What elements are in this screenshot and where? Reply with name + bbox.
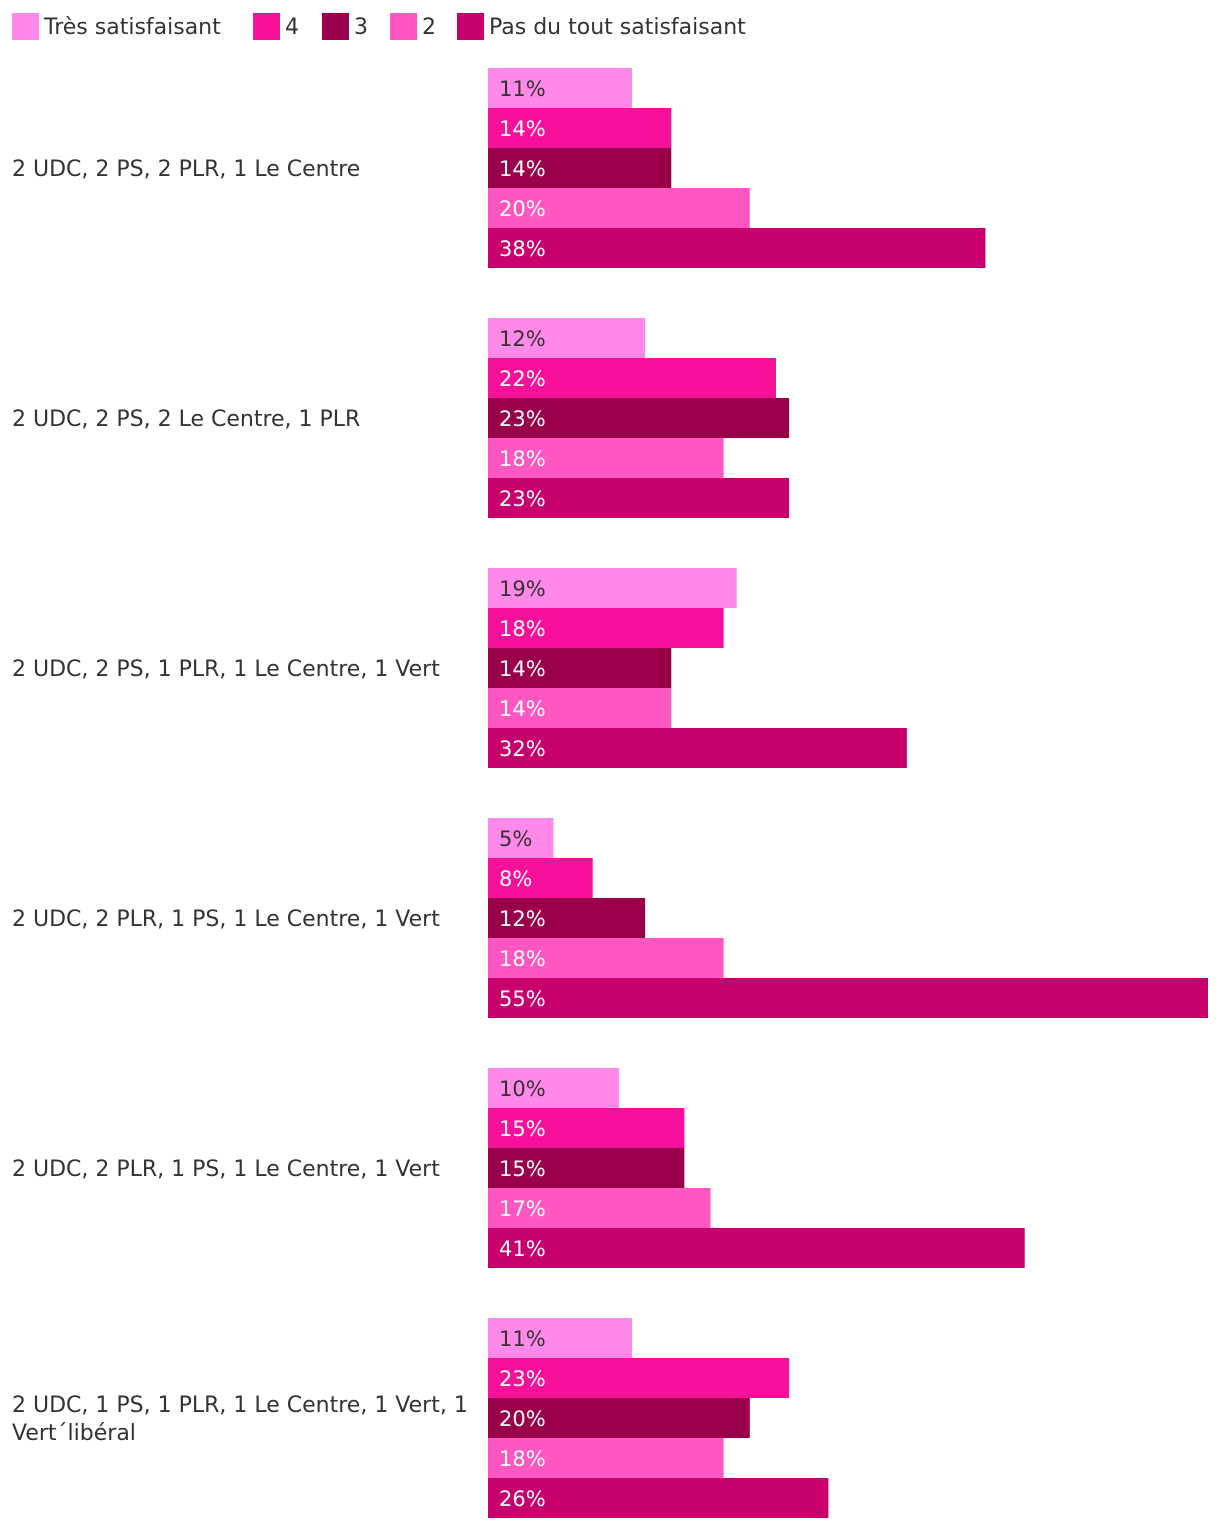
- bar: [488, 398, 790, 438]
- category-label-line: 2 UDC, 2 PS, 1 PLR, 1 Le Centre, 1 Vert: [12, 657, 440, 682]
- bar-group: 5% 8% 12% 18% 55%: [488, 818, 1208, 1018]
- bar-value-label: 11%: [499, 77, 546, 101]
- bar-value-label: 14%: [499, 157, 546, 181]
- category-label: 2 UDC, 2 PLR, 1 PS, 1 Le Centre, 1 Vert: [12, 907, 440, 932]
- category-label: 2 UDC, 2 PS, 2 PLR, 1 Le Centre: [12, 157, 360, 182]
- category-label-line: 2 UDC, 1 PS, 1 PLR, 1 Le Centre, 1 Vert,…: [12, 1393, 468, 1418]
- bar: [488, 438, 724, 478]
- legend: Très satisfaisant 4 3 2 Pas du tout satisfai…: [12, 13, 746, 40]
- bar: [488, 108, 672, 148]
- legend-swatch: [322, 13, 349, 40]
- bar-value-label: 18%: [499, 947, 546, 971]
- bar-value-label: 5%: [499, 827, 532, 851]
- bar-value-label: 10%: [499, 1077, 546, 1101]
- bar-value-label: 38%: [499, 237, 546, 261]
- bar: [488, 188, 750, 228]
- bar: [488, 1478, 829, 1518]
- bar-value-label: 17%: [499, 1197, 546, 1221]
- legend-swatch: [12, 13, 39, 40]
- bar: [488, 1108, 685, 1148]
- bar: [488, 478, 790, 518]
- bar-group: 19% 18% 14% 14% 32%: [488, 568, 907, 768]
- bar: [488, 1438, 724, 1478]
- bar: [488, 728, 907, 768]
- bar: [488, 1228, 1025, 1268]
- category-label: 2 UDC, 2 PS, 1 PLR, 1 Le Centre, 1 Vert: [12, 657, 440, 682]
- bar-value-label: 20%: [499, 197, 546, 221]
- legend-swatch: [390, 13, 417, 40]
- bar-value-label: 41%: [499, 1237, 546, 1261]
- bar-value-label: 23%: [499, 1367, 546, 1391]
- bar: [488, 938, 724, 978]
- bar-value-label: 12%: [499, 327, 546, 351]
- legend-swatch: [457, 13, 484, 40]
- category-label: 2 UDC, 2 PLR, 1 PS, 1 Le Centre, 1 Vert: [12, 1157, 440, 1182]
- legend-swatch: [253, 13, 280, 40]
- bar-value-label: 15%: [499, 1117, 546, 1141]
- bar-group: 11% 14% 14% 20% 38%: [488, 68, 986, 268]
- bar-value-label: 15%: [499, 1157, 546, 1181]
- bar-value-label: 14%: [499, 117, 546, 141]
- bar-value-label: 18%: [499, 1447, 546, 1471]
- legend-item[interactable]: 4: [253, 13, 299, 40]
- bar-value-label: 14%: [499, 697, 546, 721]
- bar-value-label: 19%: [499, 577, 546, 601]
- bar-value-label: 18%: [499, 617, 546, 641]
- bar: [488, 68, 632, 108]
- bar: [488, 1148, 685, 1188]
- legend-label: Très satisfaisant: [43, 15, 221, 40]
- bar: [488, 1188, 711, 1228]
- bar: [488, 818, 554, 858]
- bar-value-label: 12%: [499, 907, 546, 931]
- category-label-line: 2 UDC, 2 PS, 2 Le Centre, 1 PLR: [12, 407, 360, 432]
- bar-value-label: 55%: [499, 987, 546, 1011]
- bar-value-label: 26%: [499, 1487, 546, 1511]
- bar-value-label: 22%: [499, 367, 546, 391]
- category-label-line: 2 UDC, 2 PS, 2 PLR, 1 Le Centre: [12, 157, 360, 182]
- bar-value-label: 14%: [499, 657, 546, 681]
- bar: [488, 228, 986, 268]
- bar: [488, 1318, 632, 1358]
- legend-item[interactable]: 2: [390, 13, 436, 40]
- bar-group: 11% 23% 20% 18% 26%: [488, 1318, 829, 1518]
- legend-item[interactable]: Très satisfaisant: [12, 13, 221, 40]
- bar: [488, 1068, 619, 1108]
- bar: [488, 858, 593, 898]
- bar: [488, 148, 672, 188]
- legend-label: 3: [354, 15, 368, 40]
- legend-label: 4: [285, 15, 299, 40]
- bar: [488, 898, 646, 938]
- category-label-line: 2 UDC, 2 PLR, 1 PS, 1 Le Centre, 1 Vert: [12, 907, 440, 932]
- category-label-line: Vert´libéral: [12, 1421, 136, 1446]
- bar: [488, 1398, 750, 1438]
- bar-value-label: 18%: [499, 447, 546, 471]
- bar: [488, 648, 672, 688]
- category-label-line: 2 UDC, 2 PLR, 1 PS, 1 Le Centre, 1 Vert: [12, 1157, 440, 1182]
- legend-label: Pas du tout satisfaisant: [489, 15, 746, 40]
- legend-label: 2: [422, 15, 436, 40]
- bar-value-label: 8%: [499, 867, 532, 891]
- category-label: 2 UDC, 1 PS, 1 PLR, 1 Le Centre, 1 Vert,…: [12, 1393, 468, 1446]
- bars: 11%14%14%20%38%12%22%23%18%23%19%18%14%1…: [488, 68, 1208, 1518]
- bar: [488, 978, 1208, 1018]
- bar: [488, 358, 776, 398]
- bar-value-label: 11%: [499, 1327, 546, 1351]
- bar-group: 10% 15% 15% 17% 41%: [488, 1068, 1025, 1268]
- bar-value-label: 20%: [499, 1407, 546, 1431]
- bar-value-label: 32%: [499, 737, 546, 761]
- category-labels: 2 UDC, 2 PS, 2 PLR, 1 Le Centre 2 UDC, 2 …: [12, 157, 468, 1446]
- legend-item[interactable]: Pas du tout satisfaisant: [457, 13, 746, 40]
- category-label: 2 UDC, 2 PS, 2 Le Centre, 1 PLR: [12, 407, 360, 432]
- bar-group: 12% 22% 23% 18% 23%: [488, 318, 790, 518]
- bar-value-label: 23%: [499, 487, 546, 511]
- bar: [488, 608, 724, 648]
- bar-value-label: 23%: [499, 407, 546, 431]
- bar: [488, 688, 672, 728]
- bar: [488, 318, 646, 358]
- legend-item[interactable]: 3: [322, 13, 368, 40]
- bar: [488, 1358, 790, 1398]
- bar: [488, 568, 737, 608]
